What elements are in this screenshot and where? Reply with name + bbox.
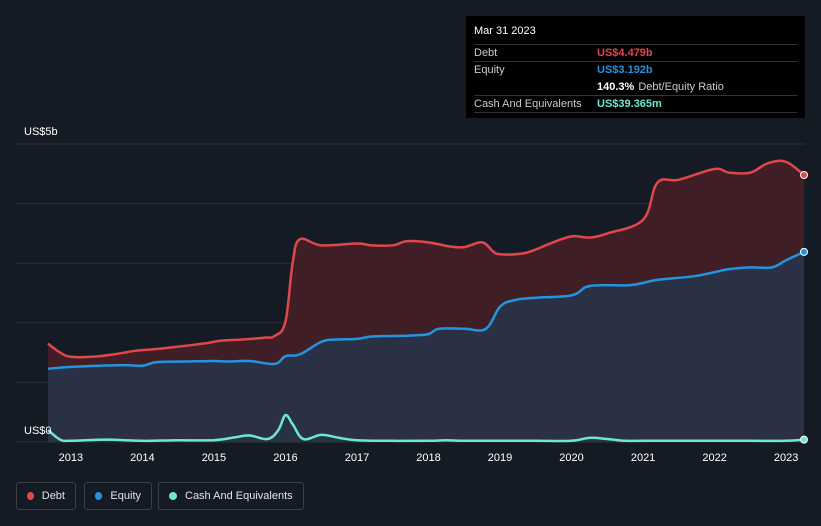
tooltip-debt-value: US$4.479b <box>597 47 653 59</box>
x-tick-label: 2020 <box>559 452 583 464</box>
x-tick-label: 2023 <box>774 452 798 464</box>
equity-line <box>47 250 805 370</box>
tooltip-cash-row: Cash And Equivalents US$39.365m <box>474 95 797 113</box>
x-tick-label: 2017 <box>345 452 369 464</box>
tooltip-debt-label: Debt <box>474 47 498 59</box>
x-tick-label: 2018 <box>416 452 440 464</box>
tooltip-equity-label: Equity <box>474 64 505 76</box>
tooltip-ratio-value: 140.3% <box>597 81 635 93</box>
debt-end-point <box>800 170 808 179</box>
x-axis-ticks: 2013 2014 2015 2016 2017 2018 2019 2020 2021 2022… <box>59 452 799 464</box>
legend-debt-label: Debt <box>41 490 65 502</box>
y-tick-label-top: US$5b <box>24 126 58 138</box>
series-layer <box>47 159 808 444</box>
equity-area <box>48 251 804 442</box>
x-tick-label: 2013 <box>59 452 83 464</box>
legend-item-debt[interactable]: Debt <box>16 482 76 510</box>
debt-line <box>47 159 805 359</box>
legend-item-equity[interactable]: Equity <box>84 482 152 510</box>
tooltip-ratio-row: 140.3% Debt/Equity Ratio <box>474 78 797 95</box>
legend-item-cash[interactable]: Cash And Equivalents <box>158 482 304 510</box>
debt-dot-icon <box>27 492 34 500</box>
y-tick-label-bottom: US$0 <box>24 425 52 437</box>
tooltip-cash-value: US$39.365m <box>597 98 662 110</box>
x-tick-label: 2021 <box>631 452 655 464</box>
tooltip-equity-row: Equity US$3.192b <box>474 61 797 78</box>
tooltip-date: Mar 31 2023 <box>474 25 536 37</box>
equity-end-point <box>800 247 808 256</box>
x-tick-label: 2014 <box>130 452 154 464</box>
legend-equity-label: Equity <box>110 490 141 502</box>
cash-dot-icon <box>169 492 177 500</box>
tooltip-ratio-spacer <box>474 79 597 95</box>
cash-line <box>47 413 805 443</box>
tooltip-ratio-label: Debt/Equity Ratio <box>638 81 724 93</box>
x-tick-label: 2016 <box>273 452 297 464</box>
tooltip-cash-label: Cash And Equivalents <box>474 98 582 110</box>
x-tick-label: 2022 <box>702 452 726 464</box>
x-tick-label: 2015 <box>202 452 226 464</box>
tooltip-debt-row: Debt US$4.479b <box>474 44 797 61</box>
tooltip-equity-value: US$3.192b <box>597 64 653 76</box>
legend-cash-label: Cash And Equivalents <box>185 490 293 502</box>
x-tick-label: 2019 <box>488 452 512 464</box>
cash-end-point <box>800 435 808 444</box>
equity-dot-icon <box>95 492 103 500</box>
data-tooltip: Mar 31 2023 Debt US$4.479b Equity US$3.1… <box>466 16 805 118</box>
